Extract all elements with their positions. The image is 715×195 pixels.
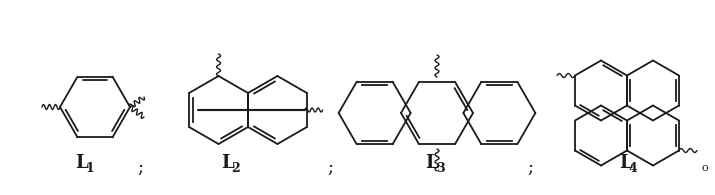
Text: 1: 1 <box>86 161 94 175</box>
Text: ;: ; <box>137 159 143 177</box>
Text: L: L <box>618 154 631 172</box>
Text: L: L <box>222 154 235 172</box>
Text: L: L <box>76 154 89 172</box>
Text: ;: ; <box>527 159 533 177</box>
Text: o: o <box>701 163 709 173</box>
Text: 4: 4 <box>628 161 637 175</box>
Text: ;: ; <box>327 159 333 177</box>
Text: 3: 3 <box>435 161 444 175</box>
Text: L: L <box>425 154 438 172</box>
Text: 2: 2 <box>232 161 240 175</box>
